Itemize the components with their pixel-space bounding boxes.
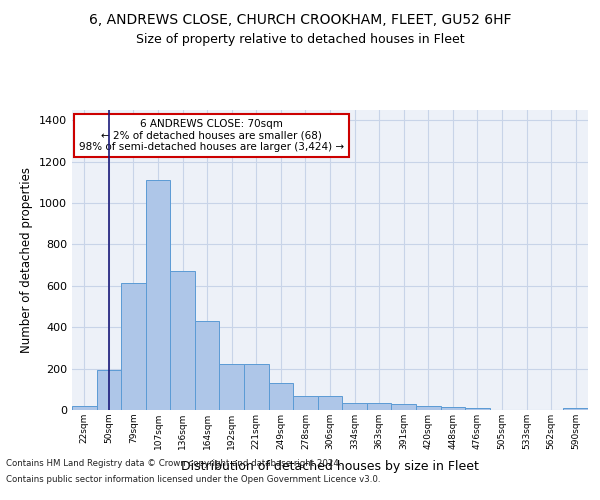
X-axis label: Distribution of detached houses by size in Fleet: Distribution of detached houses by size … bbox=[181, 460, 479, 473]
Bar bbox=[121, 283, 146, 410]
Bar bbox=[563, 408, 588, 410]
Bar bbox=[146, 180, 170, 410]
Bar bbox=[269, 383, 293, 410]
Bar bbox=[170, 272, 195, 410]
Bar bbox=[220, 364, 244, 410]
Text: Contains public sector information licensed under the Open Government Licence v3: Contains public sector information licen… bbox=[6, 475, 380, 484]
Bar bbox=[195, 321, 220, 410]
Bar bbox=[440, 407, 465, 410]
Bar bbox=[465, 408, 490, 410]
Text: Contains HM Land Registry data © Crown copyright and database right 2024.: Contains HM Land Registry data © Crown c… bbox=[6, 458, 341, 468]
Bar bbox=[318, 396, 342, 410]
Text: 6, ANDREWS CLOSE, CHURCH CROOKHAM, FLEET, GU52 6HF: 6, ANDREWS CLOSE, CHURCH CROOKHAM, FLEET… bbox=[89, 12, 511, 26]
Bar bbox=[391, 404, 416, 410]
Bar bbox=[416, 406, 440, 410]
Text: 6 ANDREWS CLOSE: 70sqm
← 2% of detached houses are smaller (68)
98% of semi-deta: 6 ANDREWS CLOSE: 70sqm ← 2% of detached … bbox=[79, 119, 344, 152]
Y-axis label: Number of detached properties: Number of detached properties bbox=[20, 167, 34, 353]
Text: Size of property relative to detached houses in Fleet: Size of property relative to detached ho… bbox=[136, 32, 464, 46]
Bar bbox=[293, 396, 318, 410]
Bar bbox=[72, 406, 97, 410]
Bar bbox=[97, 370, 121, 410]
Bar bbox=[367, 404, 391, 410]
Bar bbox=[244, 364, 269, 410]
Bar bbox=[342, 403, 367, 410]
